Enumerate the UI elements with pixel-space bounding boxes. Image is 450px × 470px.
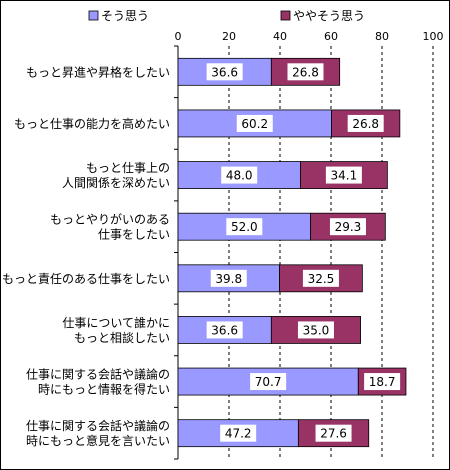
category-label: 仕事をしたい bbox=[98, 228, 170, 242]
data-label-bg bbox=[325, 166, 362, 184]
data-label-bg bbox=[221, 166, 258, 184]
data-label: 48.0 bbox=[226, 169, 253, 183]
category-label: もっと仕事の能力を高めたい bbox=[14, 116, 170, 131]
data-label: 26.8 bbox=[292, 65, 319, 79]
bar-2 bbox=[270, 57, 341, 86]
category-label: もっと相談したい bbox=[74, 330, 170, 345]
data-label: 27.6 bbox=[320, 427, 347, 441]
data-label: 34.1 bbox=[331, 169, 358, 183]
legend-swatch-2 bbox=[280, 10, 291, 21]
category-label: 時にもっと情報を得たい bbox=[38, 382, 170, 397]
data-label: 32.5 bbox=[308, 272, 335, 286]
category-label: もっと仕事上の bbox=[86, 161, 170, 175]
data-label-bg bbox=[236, 114, 273, 132]
x-tick-label: 40 bbox=[273, 30, 287, 43]
data-label: 36.6 bbox=[211, 65, 238, 79]
data-label: 39.8 bbox=[215, 272, 242, 286]
legend-label-2: ややそう思う bbox=[293, 9, 365, 23]
data-label: 26.8 bbox=[352, 117, 379, 131]
data-label-bg bbox=[364, 373, 401, 391]
data-label: 35.0 bbox=[303, 323, 330, 337]
category-label: もっと責任のある仕事をしたい bbox=[2, 272, 170, 286]
x-tick-label: 60 bbox=[324, 30, 338, 43]
x-tick-label: 80 bbox=[375, 30, 389, 43]
category-label: もっと昇進や昇格をしたい bbox=[26, 64, 170, 79]
data-label-bg bbox=[329, 218, 366, 236]
data-label-bg bbox=[347, 114, 384, 132]
data-label-bg bbox=[220, 424, 257, 442]
data-label: 47.2 bbox=[225, 427, 252, 441]
category-label: 仕事について誰かに bbox=[62, 315, 170, 330]
category-label: 人間関係を深めたい bbox=[62, 176, 170, 190]
bar-2 bbox=[279, 264, 363, 293]
data-label: 60.2 bbox=[241, 117, 268, 131]
category-label: 仕事に関する会話や議論の bbox=[26, 418, 170, 433]
data-label: 18.7 bbox=[369, 375, 396, 389]
data-label-bg bbox=[250, 373, 287, 391]
x-tick-label: 0 bbox=[175, 30, 182, 43]
data-label-bg bbox=[210, 269, 247, 287]
data-label-bg bbox=[287, 63, 324, 81]
legend-swatch-1 bbox=[88, 10, 99, 21]
x-tick-label: 100 bbox=[423, 30, 444, 43]
data-label-bg bbox=[206, 321, 243, 339]
legend-label-1: そう思う bbox=[101, 9, 149, 23]
data-label-bg bbox=[226, 218, 263, 236]
data-label-bg bbox=[302, 269, 339, 287]
data-label: 70.7 bbox=[255, 375, 282, 389]
category-label: 仕事に関する会話や議論の bbox=[26, 367, 170, 382]
data-label-bg bbox=[315, 424, 352, 442]
data-label: 36.6 bbox=[211, 323, 238, 337]
x-tick-label: 20 bbox=[222, 30, 236, 43]
category-label: もっとやりがいのある bbox=[50, 212, 170, 227]
data-label-bg bbox=[297, 321, 334, 339]
data-label: 29.3 bbox=[335, 220, 362, 234]
data-label: 52.0 bbox=[231, 220, 258, 234]
category-label: 時にもっと意見を言いたい bbox=[26, 433, 170, 448]
data-label-bg bbox=[206, 63, 243, 81]
